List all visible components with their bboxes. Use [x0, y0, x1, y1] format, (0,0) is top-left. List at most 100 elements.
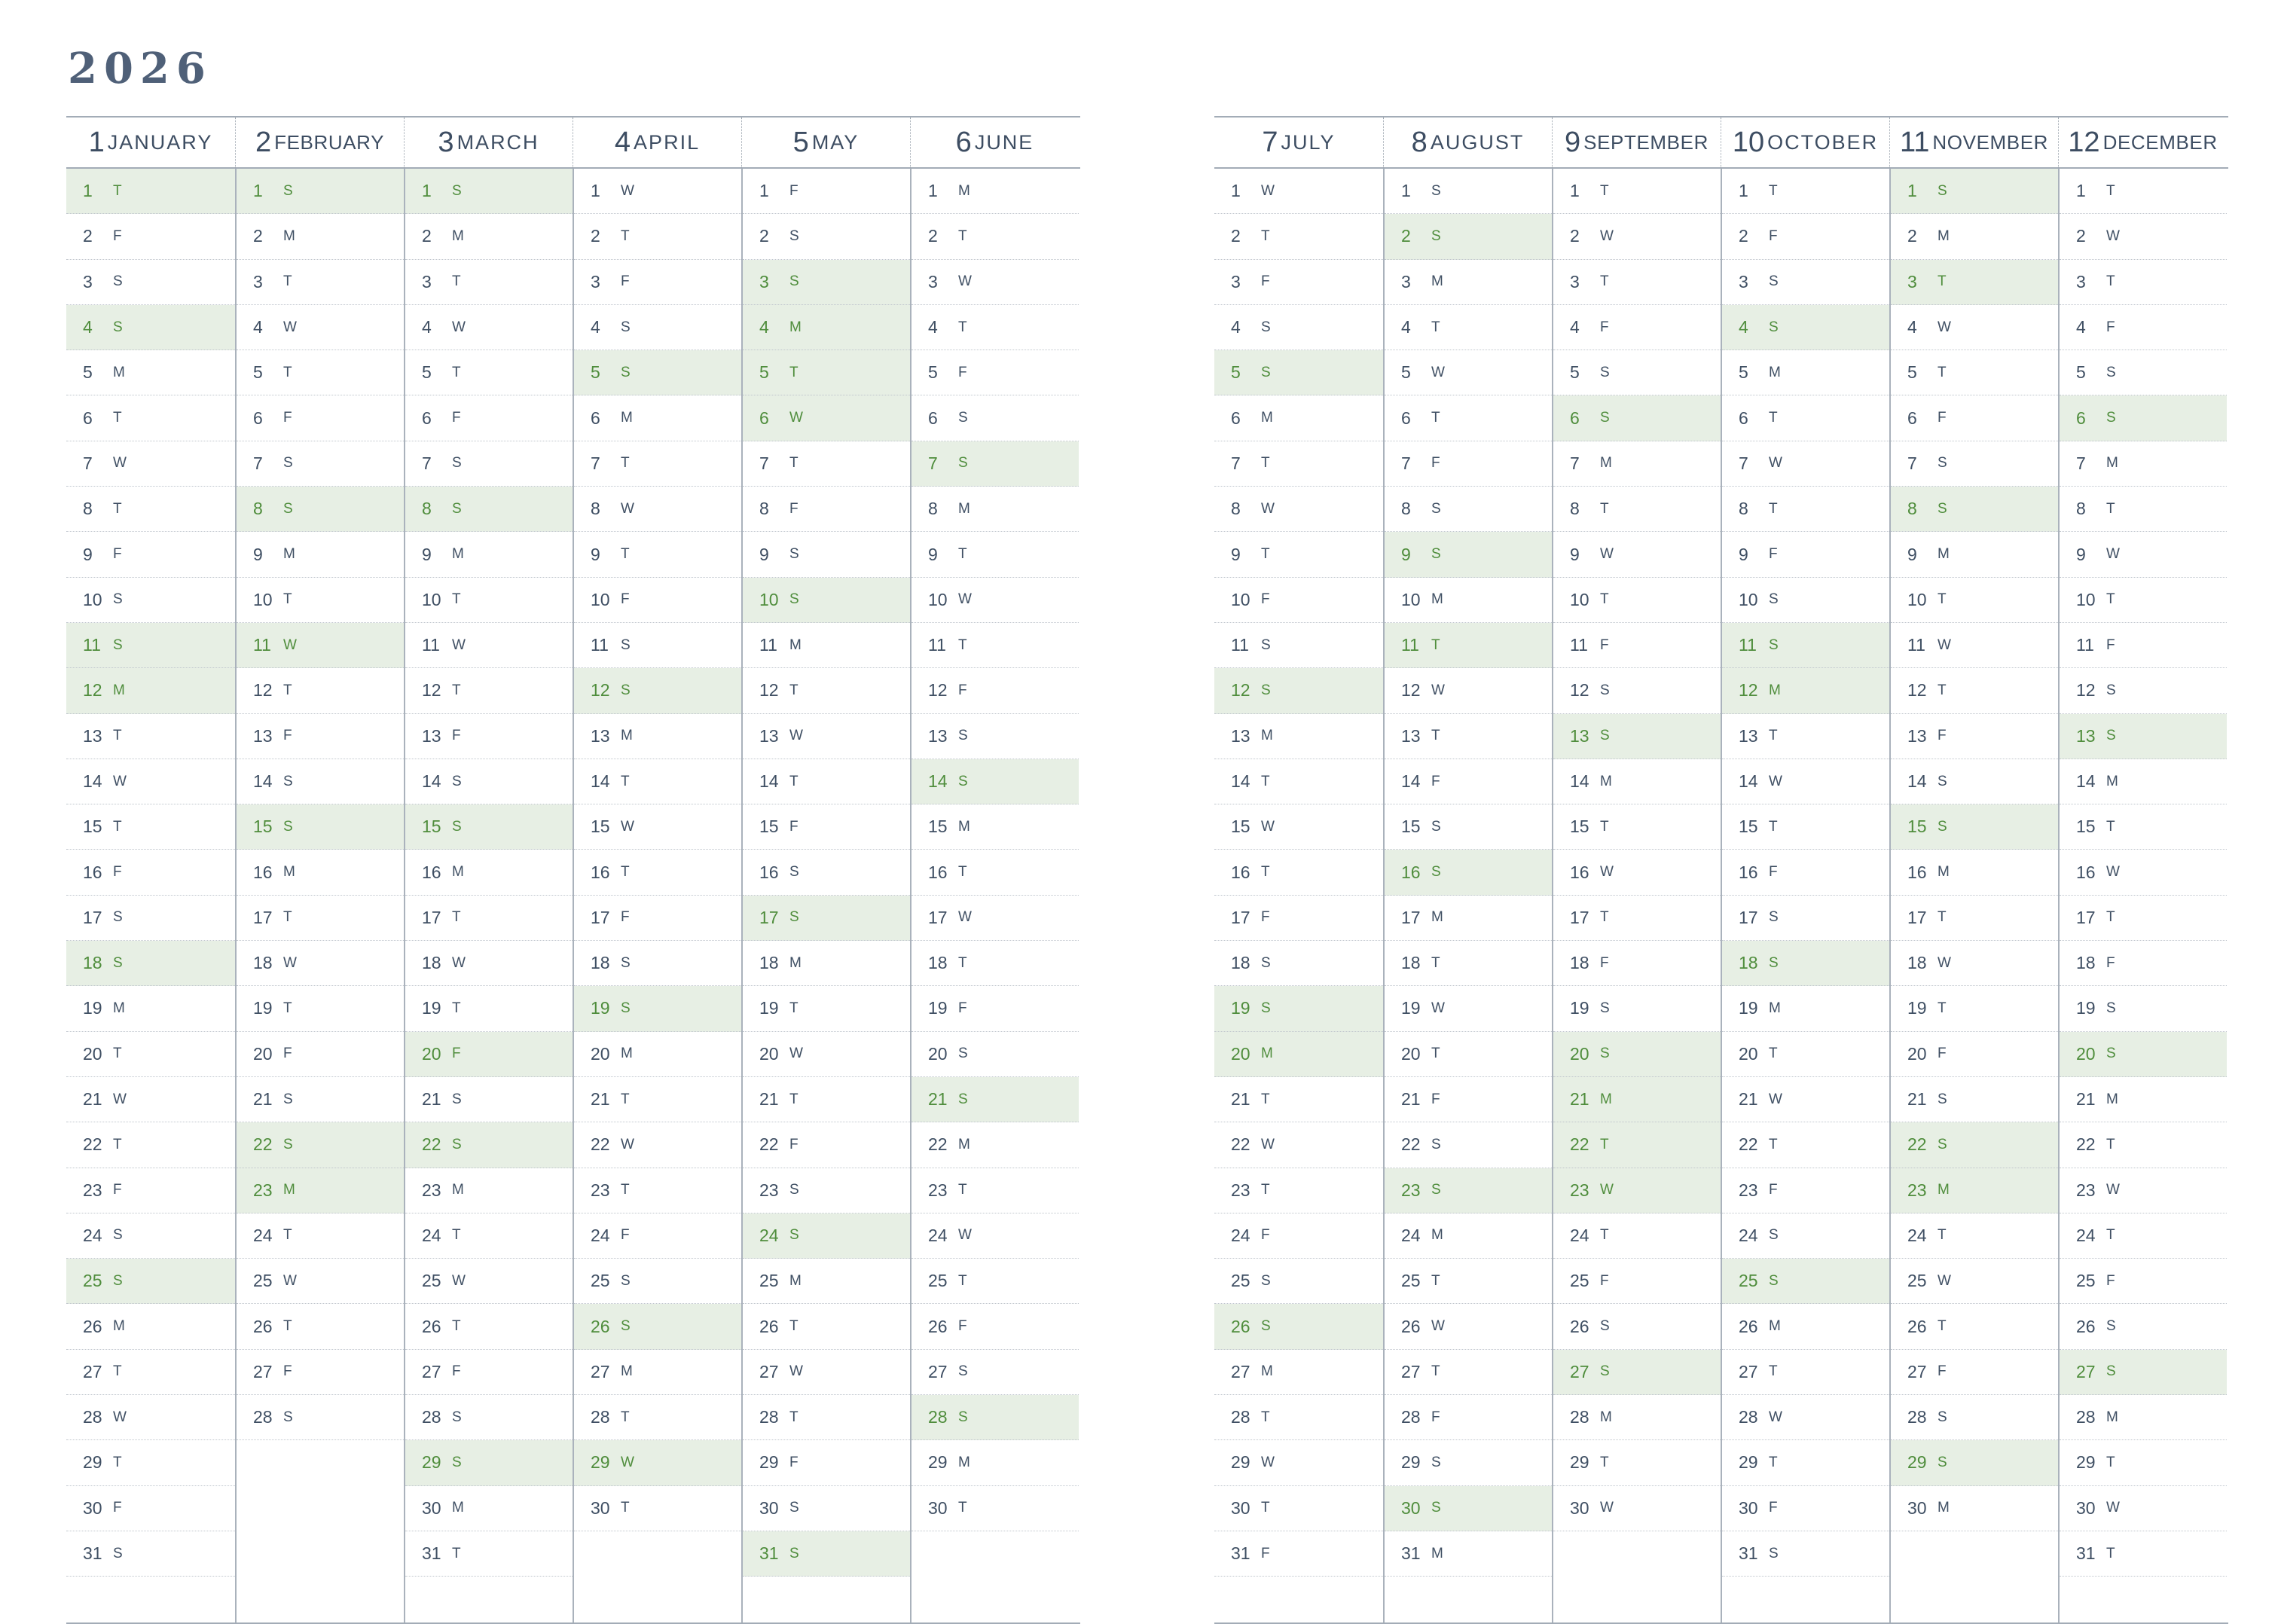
day-cell: 20 W: [743, 1032, 910, 1077]
day-cell: 21 W: [66, 1077, 235, 1123]
day-number: 17: [422, 907, 441, 927]
weekday-letter: S: [283, 1136, 293, 1152]
weekday-letter: M: [2106, 1409, 2118, 1425]
day-number: 6: [1231, 408, 1241, 428]
day-number: 22: [591, 1134, 610, 1155]
month-header-label: 1 January: [66, 118, 235, 167]
day-cell: 15 T: [1722, 804, 1889, 850]
day-cell: 22 T: [66, 1122, 235, 1168]
day-number: 10: [1907, 589, 1927, 609]
day-number: 9: [1907, 544, 1917, 564]
weekday-letter: M: [1769, 1000, 1781, 1016]
day-number: 7: [591, 453, 600, 473]
day-number: 12: [928, 680, 948, 701]
day-number: 10: [422, 589, 441, 609]
day-cell: 24 S: [66, 1213, 235, 1259]
month-header: 4 April: [573, 118, 741, 167]
day-cell: 14 T: [574, 759, 741, 805]
weekday-letter: T: [789, 1409, 799, 1425]
top-rule: [1214, 116, 2228, 118]
month-number: 1: [88, 126, 105, 158]
weekday-letter: F: [1769, 864, 1778, 881]
day-cell-weekend: 27 S: [2060, 1349, 2227, 1396]
day-cell: 23 T: [574, 1168, 741, 1213]
weekday-letter: M: [1938, 864, 1950, 881]
weekday-letter: S: [1431, 500, 1441, 517]
weekday-letter: F: [621, 591, 630, 608]
day-number: 5: [1570, 362, 1580, 383]
weekday-letter: S: [621, 954, 631, 971]
day-cell: 18 T: [912, 941, 1079, 987]
day-number: 25: [422, 1271, 441, 1291]
weekday-letter: S: [789, 864, 799, 881]
day-number: 19: [2076, 998, 2096, 1018]
weekday-letter: M: [283, 546, 295, 563]
weekday-letter: W: [113, 1409, 127, 1425]
weekday-letter: S: [958, 1363, 968, 1380]
day-cell: 13 T: [66, 714, 235, 759]
weekday-letter: T: [1261, 1500, 1270, 1516]
day-number: 28: [1907, 1407, 1927, 1427]
day-number: 24: [1907, 1225, 1927, 1245]
weekday-letter: W: [452, 319, 466, 335]
day-number: 22: [253, 1134, 273, 1155]
day-number: 9: [928, 544, 938, 564]
day-number: 6: [1907, 408, 1917, 428]
day-cell: 14 M: [1553, 759, 1721, 805]
weekday-letter: S: [1938, 455, 1947, 472]
weekday-letter: F: [789, 500, 799, 517]
weekday-letter: S: [452, 773, 462, 789]
day-number: 23: [1231, 1180, 1250, 1200]
weekday-letter: F: [283, 1046, 292, 1062]
day-cell: 24 F: [574, 1213, 741, 1259]
day-number: 14: [591, 771, 610, 791]
weekday-letter: M: [789, 636, 802, 653]
weekday-letter: T: [1431, 410, 1440, 426]
day-cell: 10 W: [912, 578, 1079, 623]
day-number: 26: [253, 1316, 273, 1336]
day-number: 31: [1231, 1543, 1250, 1564]
day-number: 8: [759, 499, 769, 519]
day-cell: 19 T: [237, 986, 404, 1032]
day-number: 27: [591, 1361, 610, 1381]
weekday-letter: S: [958, 728, 968, 744]
weekday-letter: T: [958, 227, 967, 244]
weekday-letter: T: [113, 818, 122, 835]
day-cell: 27 T: [66, 1350, 235, 1396]
day-cell: 16 W: [2060, 850, 2227, 896]
weekday-letter: S: [452, 1136, 462, 1152]
day-cell: 18 W: [1891, 941, 2058, 987]
weekday-letter: M: [1938, 546, 1950, 563]
day-number: 20: [928, 1043, 948, 1064]
day-number: 21: [1231, 1089, 1250, 1110]
weekday-letter: T: [1769, 1363, 1778, 1380]
day-cell: 11 W: [405, 623, 573, 669]
day-number: 1: [1570, 181, 1580, 201]
day-cell-weekend: 23 M: [1891, 1168, 2058, 1213]
weekday-letter: T: [283, 364, 292, 380]
weekday-letter: W: [1600, 864, 1614, 881]
day-cell: 28 S: [1891, 1395, 2058, 1441]
weekday-letter: S: [452, 455, 462, 472]
day-number: 21: [928, 1089, 948, 1110]
weekday-letter: T: [2106, 1545, 2115, 1561]
day-number: 13: [253, 725, 273, 746]
weekday-letter: W: [1938, 1272, 1951, 1289]
weekday-letter: S: [789, 909, 799, 926]
weekday-letter: M: [1431, 591, 1443, 608]
day-cell-weekend: 31 S: [743, 1531, 910, 1577]
day-number: 5: [83, 362, 93, 383]
weekday-letter: F: [1261, 273, 1270, 290]
weekday-letter: T: [1600, 182, 1609, 199]
month-number: 10: [1732, 126, 1765, 158]
weekday-letter: S: [1769, 909, 1779, 926]
